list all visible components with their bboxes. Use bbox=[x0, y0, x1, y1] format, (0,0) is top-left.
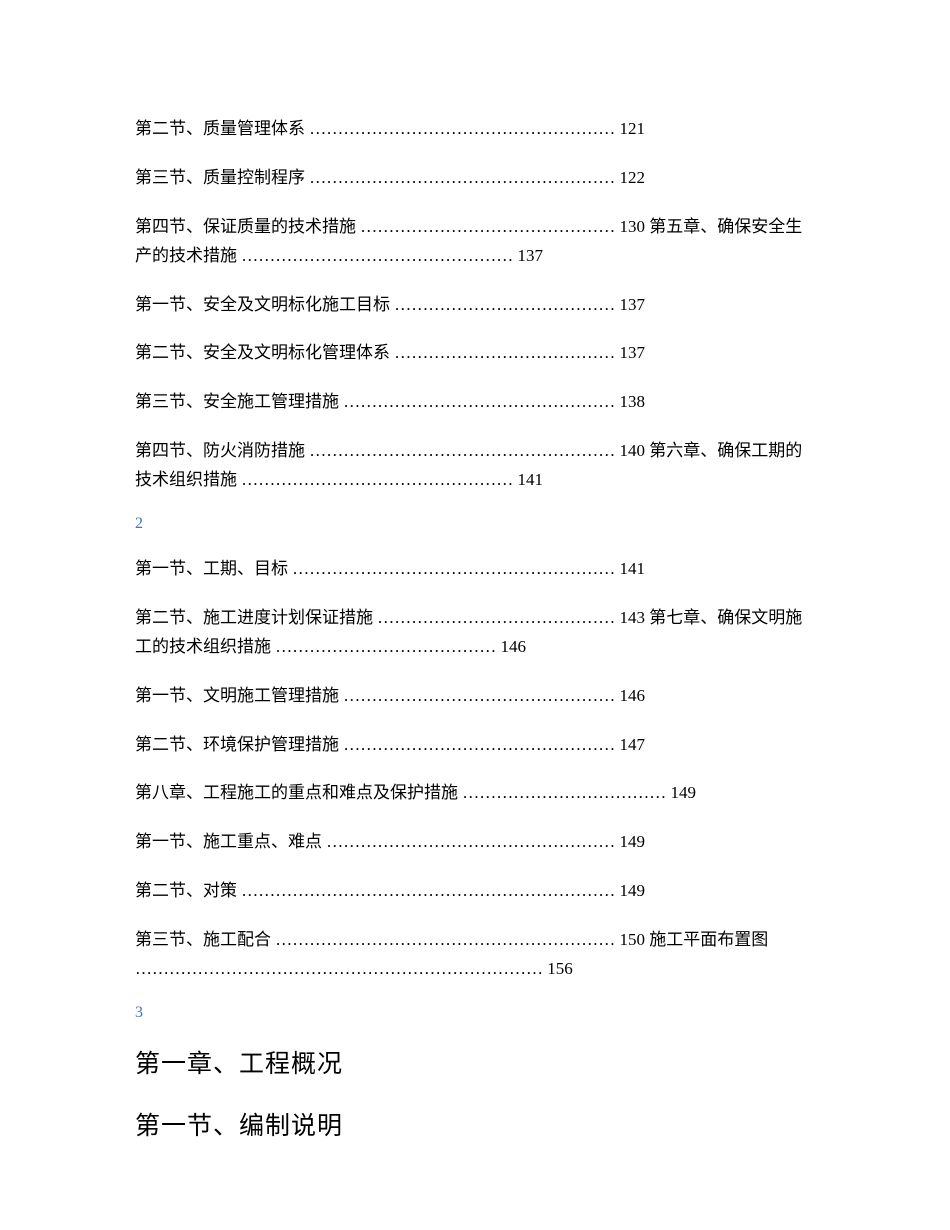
toc-entry: 第一节、安全及文明标化施工目标 ………………………………… 137 bbox=[135, 291, 815, 320]
section-heading: 第一节、编制说明 bbox=[135, 1106, 815, 1142]
page-number-marker: 3 bbox=[135, 1004, 815, 1022]
toc-entry: 第四节、防火消防措施 ……………………………………………… 140 第六章、确保… bbox=[135, 437, 815, 495]
toc-entry: 第二节、对策 ………………………………………………………… 149 bbox=[135, 877, 815, 906]
toc-entry: 第二节、安全及文明标化管理体系 ………………………………… 137 bbox=[135, 339, 815, 368]
toc-entry: 第三节、安全施工管理措施 ………………………………………… 138 bbox=[135, 388, 815, 417]
toc-entry: 第三节、质量控制程序 ……………………………………………… 122 bbox=[135, 164, 815, 193]
toc-entry: 第二节、质量管理体系 ……………………………………………… 121 bbox=[135, 115, 815, 144]
toc-entry: 第一节、工期、目标 ………………………………………………… 141 bbox=[135, 555, 815, 584]
toc-entry: 第八章、工程施工的重点和难点及保护措施 ……………………………… 149 bbox=[135, 779, 815, 808]
toc-entry: 第二节、施工进度计划保证措施 …………………………………… 143 第七章、确保… bbox=[135, 604, 815, 662]
toc-entry: 第一节、施工重点、难点 …………………………………………… 149 bbox=[135, 828, 815, 857]
toc-entry: 第二节、环境保护管理措施 ………………………………………… 147 bbox=[135, 731, 815, 760]
toc-entry: 第三节、施工配合 …………………………………………………… 150 施工平面布置… bbox=[135, 926, 815, 984]
chapter-heading: 第一章、工程概况 bbox=[135, 1044, 815, 1080]
toc-entry: 第四节、保证质量的技术措施 ……………………………………… 130 第五章、确保… bbox=[135, 213, 815, 271]
toc-entry: 第一节、文明施工管理措施 ………………………………………… 146 bbox=[135, 682, 815, 711]
page-number-marker: 2 bbox=[135, 515, 815, 533]
